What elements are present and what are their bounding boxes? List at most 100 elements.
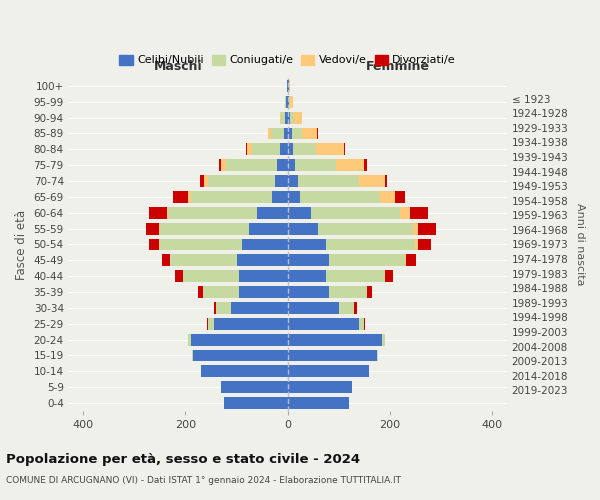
Bar: [410, 207, 428, 218]
Bar: [326, 238, 415, 250]
Bar: [205, 175, 208, 187]
Bar: [167, 207, 257, 218]
Bar: [203, 286, 239, 298]
Bar: [162, 254, 170, 266]
Bar: [377, 350, 378, 362]
Bar: [382, 334, 385, 345]
Bar: [354, 302, 356, 314]
Text: Maschi: Maschi: [154, 60, 202, 73]
Bar: [415, 238, 418, 250]
Bar: [192, 350, 193, 362]
Bar: [301, 191, 380, 203]
Bar: [252, 144, 280, 156]
Bar: [319, 222, 413, 234]
Bar: [287, 175, 298, 187]
Bar: [329, 254, 405, 266]
Bar: [149, 238, 160, 250]
Bar: [214, 318, 287, 330]
Bar: [290, 112, 295, 124]
Bar: [149, 207, 167, 218]
Bar: [329, 286, 367, 298]
Bar: [400, 207, 410, 218]
Bar: [271, 128, 284, 140]
Bar: [287, 222, 319, 234]
Bar: [287, 96, 289, 108]
Bar: [281, 112, 285, 124]
Bar: [236, 254, 287, 266]
Bar: [224, 397, 287, 409]
Bar: [280, 112, 281, 124]
Bar: [336, 159, 364, 171]
Bar: [287, 128, 292, 140]
Bar: [316, 144, 344, 156]
Bar: [385, 175, 388, 187]
Bar: [257, 207, 287, 218]
Bar: [246, 144, 247, 156]
Bar: [289, 96, 290, 108]
Bar: [418, 238, 431, 250]
Bar: [364, 159, 367, 171]
Bar: [198, 286, 203, 298]
Bar: [239, 270, 287, 282]
Bar: [339, 302, 354, 314]
Bar: [221, 381, 287, 393]
Bar: [406, 254, 416, 266]
Bar: [170, 254, 236, 266]
Bar: [159, 222, 160, 234]
Bar: [326, 270, 385, 282]
Bar: [214, 302, 216, 314]
Bar: [380, 191, 395, 203]
Bar: [208, 318, 214, 330]
Bar: [287, 207, 311, 218]
Text: Popolazione per età, sesso e stato civile - 2024: Popolazione per età, sesso e stato civil…: [6, 452, 360, 466]
Text: Femmine: Femmine: [365, 60, 430, 73]
Bar: [287, 318, 359, 330]
Bar: [272, 191, 287, 203]
Bar: [191, 191, 272, 203]
Bar: [317, 128, 319, 140]
Bar: [188, 191, 191, 203]
Bar: [200, 175, 205, 187]
Bar: [285, 112, 287, 124]
Bar: [359, 175, 385, 187]
Bar: [290, 96, 293, 108]
Bar: [287, 159, 295, 171]
Bar: [287, 254, 329, 266]
Bar: [160, 238, 242, 250]
Bar: [385, 270, 393, 282]
Bar: [284, 128, 287, 140]
Bar: [232, 302, 287, 314]
Bar: [175, 270, 183, 282]
Bar: [239, 286, 287, 298]
Bar: [344, 144, 346, 156]
Bar: [287, 238, 326, 250]
Legend: Celibi/Nubili, Coniugati/e, Vedovi/e, Divorziati/e: Celibi/Nubili, Coniugati/e, Vedovi/e, Di…: [115, 50, 460, 70]
Bar: [302, 128, 317, 140]
Bar: [208, 175, 275, 187]
Bar: [250, 222, 287, 234]
Bar: [287, 112, 290, 124]
Bar: [242, 238, 287, 250]
Bar: [280, 144, 287, 156]
Bar: [413, 222, 418, 234]
Bar: [201, 366, 287, 378]
Bar: [287, 381, 352, 393]
Bar: [405, 254, 406, 266]
Bar: [146, 222, 159, 234]
Bar: [287, 397, 349, 409]
Bar: [173, 191, 188, 203]
Bar: [292, 128, 302, 140]
Y-axis label: Anni di nascita: Anni di nascita: [575, 203, 585, 285]
Bar: [287, 286, 329, 298]
Bar: [295, 159, 336, 171]
Bar: [293, 144, 316, 156]
Bar: [287, 302, 339, 314]
Bar: [275, 175, 287, 187]
Bar: [359, 318, 364, 330]
Bar: [287, 366, 370, 378]
Bar: [226, 159, 277, 171]
Bar: [160, 222, 250, 234]
Bar: [287, 80, 289, 92]
Bar: [191, 334, 287, 345]
Bar: [287, 350, 377, 362]
